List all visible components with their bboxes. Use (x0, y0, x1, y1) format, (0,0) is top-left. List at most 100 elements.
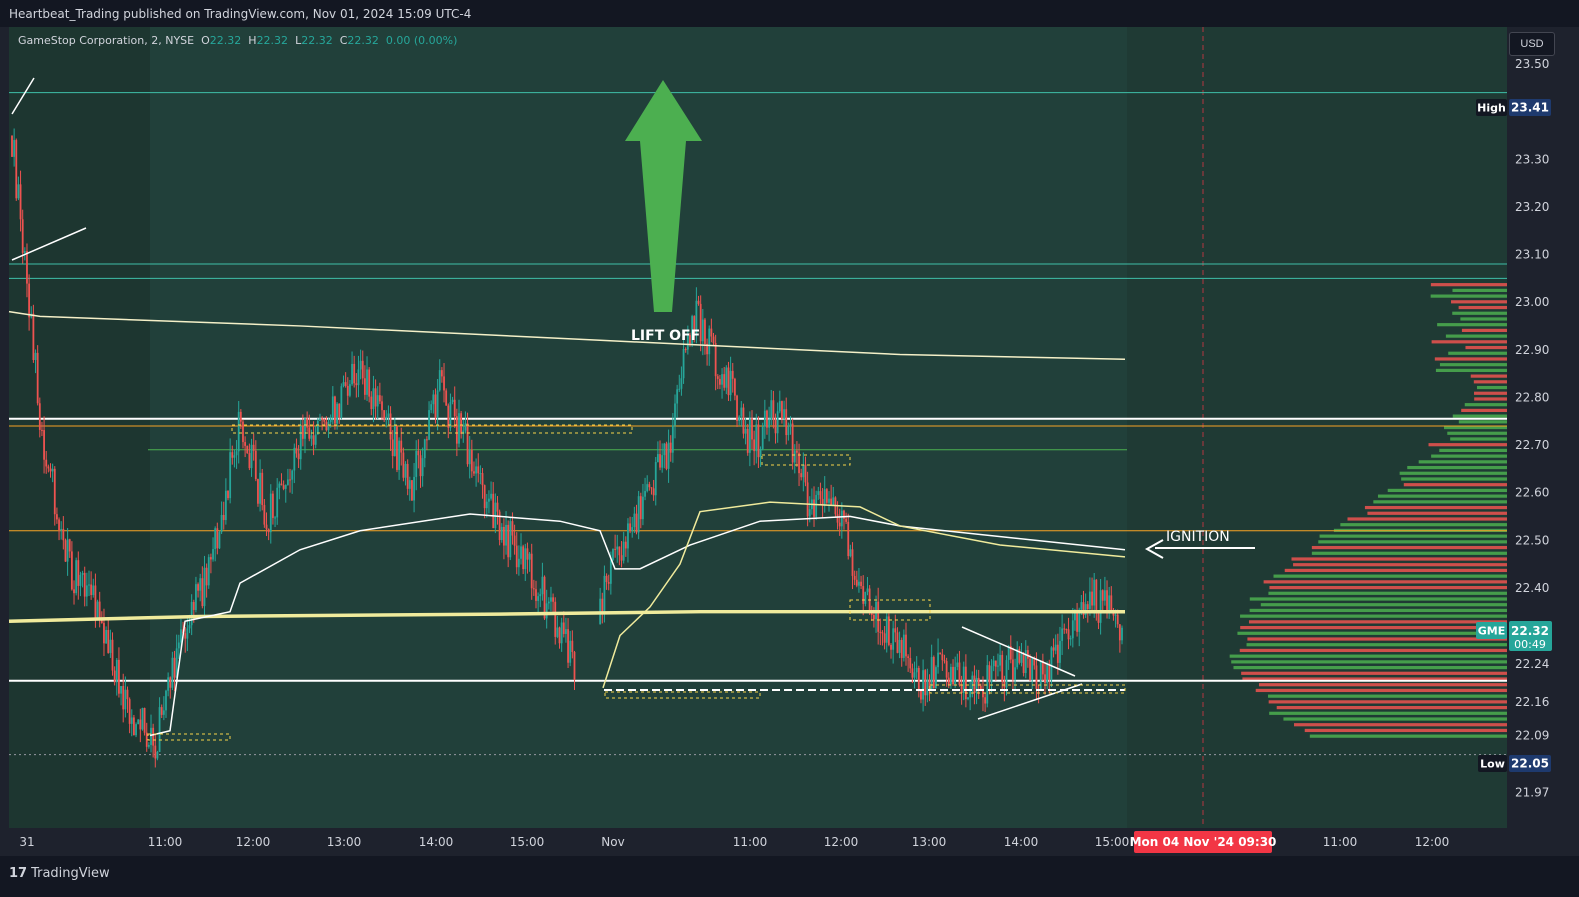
candle-body (238, 412, 240, 451)
candle-body (167, 677, 169, 690)
candle-body (169, 677, 171, 687)
candle-body (454, 400, 456, 416)
candle-body (283, 485, 285, 489)
volume-profile-bar (1453, 415, 1507, 418)
candle-body (11, 135, 13, 156)
candle-body (1119, 624, 1121, 640)
candle-body (1036, 665, 1038, 689)
candle-body (285, 485, 287, 489)
candle-body (606, 576, 608, 582)
candle-body (460, 413, 462, 434)
candle-body (133, 717, 135, 735)
candle-body (54, 469, 56, 514)
currency-button[interactable]: USD (1509, 32, 1555, 56)
candle-body (263, 505, 265, 525)
volume-profile-bar (1431, 455, 1507, 458)
candle-body (441, 370, 443, 376)
candle-body (512, 521, 514, 535)
candle-body (236, 451, 238, 455)
candle-body (601, 599, 603, 612)
tradingview-logo[interactable]: 17 TradingView (9, 866, 110, 881)
candle-body (830, 499, 832, 506)
candle-body (629, 523, 631, 531)
y-tick-label: 23.10 (1515, 248, 1549, 262)
candle-body (614, 549, 616, 550)
tv-logo-icon: 17 (9, 866, 27, 881)
candle-body (974, 676, 976, 693)
candle-body (32, 314, 34, 360)
candle-body (1070, 638, 1072, 639)
volume-profile-bar (1310, 735, 1507, 738)
candle-body (319, 418, 321, 420)
volume-profile-bar (1477, 386, 1507, 389)
volume-profile-bar (1318, 540, 1507, 543)
y-tick-label: 23.20 (1515, 200, 1549, 214)
candle-body (212, 549, 214, 559)
candle-body (323, 419, 325, 422)
candle-body (1055, 645, 1057, 651)
ignition-label: IGNITION (1166, 529, 1230, 545)
volume-profile-bar (1268, 695, 1507, 698)
candle-body (1048, 663, 1050, 680)
volume-profile-bar (1261, 603, 1507, 606)
candle-body (257, 479, 259, 504)
candle-body (317, 421, 319, 435)
candle-body (550, 597, 552, 601)
x-tick-label: 31 (19, 835, 34, 849)
volume-profile-bar (1233, 666, 1507, 669)
candle-body (240, 412, 242, 422)
candle-body (721, 374, 723, 385)
candle-body (1095, 580, 1097, 613)
candle-body (428, 410, 430, 440)
x-tick-label: 14:00 (1004, 835, 1039, 849)
candle-body (383, 410, 385, 419)
candle-body (933, 657, 935, 688)
candle-body (993, 661, 995, 667)
volume-profile-bar (1367, 512, 1507, 515)
candle-body (351, 364, 353, 384)
candle-body (345, 382, 347, 386)
candle-body (60, 529, 62, 530)
candle-body (952, 667, 954, 684)
candle-body (471, 450, 473, 472)
candle-body (131, 717, 133, 723)
volume-profile-bar (1474, 380, 1507, 383)
candle-body (618, 547, 620, 556)
candle-body (1085, 604, 1087, 615)
candle-body (407, 464, 409, 489)
candle-body (278, 484, 280, 488)
candle-body (713, 337, 715, 344)
candle-body (368, 369, 370, 396)
candle-body (567, 629, 569, 663)
volume-profile-bar (1465, 403, 1507, 406)
volume-profile-bar (1462, 329, 1507, 332)
candle-body (405, 464, 407, 478)
candle-body (18, 184, 20, 198)
volume-profile-bar (1373, 500, 1507, 503)
candle-body (447, 406, 449, 428)
candle-body (514, 536, 516, 546)
candle-body (388, 413, 390, 416)
volume-profile-bar (1400, 472, 1507, 475)
candle-body (627, 523, 629, 548)
candle-body (52, 469, 54, 472)
candle-body (221, 515, 223, 532)
candle-body (501, 527, 503, 540)
candle-body (661, 455, 663, 467)
candle-body (1051, 647, 1053, 680)
candle-body (469, 450, 471, 465)
candle-body (995, 661, 997, 667)
candle-body (184, 633, 186, 638)
volume-profile-bar (1250, 609, 1507, 612)
candle-body (792, 424, 794, 463)
candle-body (120, 686, 122, 694)
candle-body (118, 660, 120, 694)
candle-body (728, 368, 730, 396)
candle-body (852, 549, 854, 576)
candle-body (777, 411, 779, 433)
volume-profile-bar (1269, 586, 1507, 589)
volume-profile-bar (1293, 563, 1507, 566)
candle-body (402, 453, 404, 478)
candle-body (787, 427, 789, 436)
